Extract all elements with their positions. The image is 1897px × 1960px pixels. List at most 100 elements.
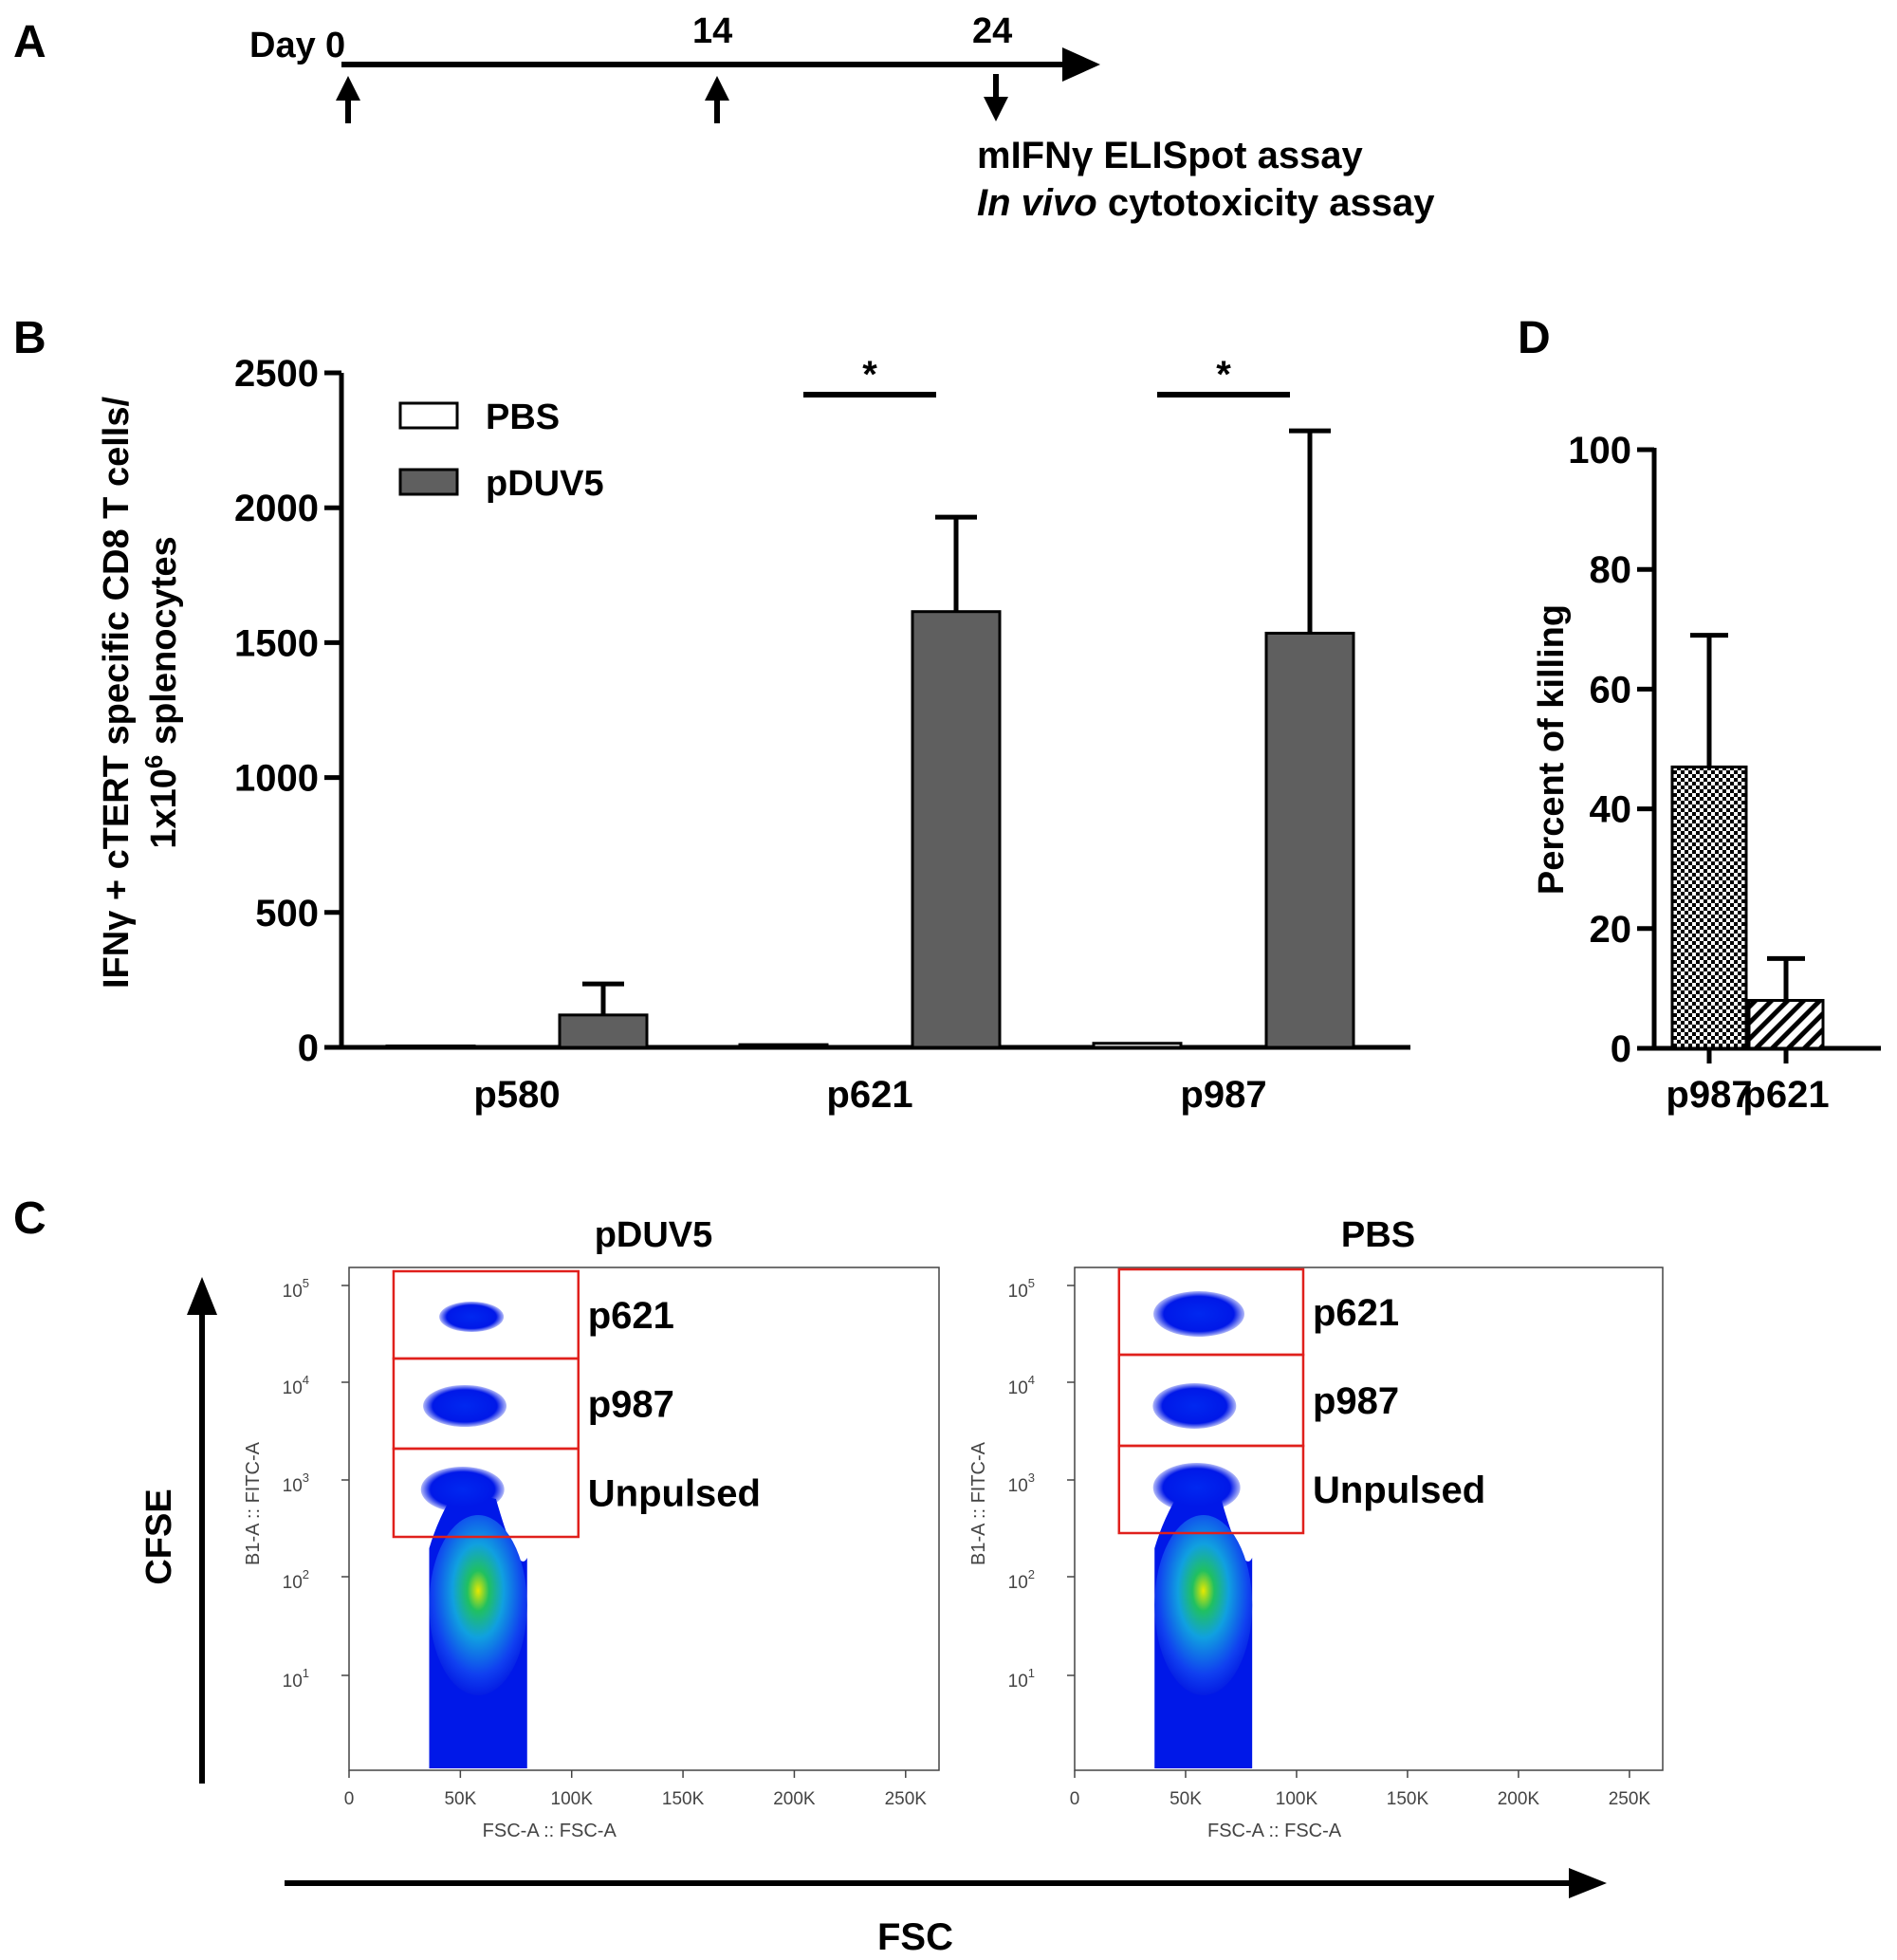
flow-event-cloud [1152,1291,1253,1768]
flow-ytick-base: 10 [1008,1282,1028,1302]
cfse-label: CFSE [139,1488,179,1584]
panel-label-c: C [13,1193,46,1244]
flow-xtick-label: 0 [1070,1789,1080,1809]
chart-d-ytick-label: 100 [1568,430,1631,472]
chart-b-ylabel: IFNγ + cTERT specific CD8 T cells/ 1x106… [97,397,184,989]
flow-ytick-base: 10 [283,1573,303,1593]
fsc-arrow [285,1868,1607,1898]
flow-plot-pduv5: pDUV5 p621 p987 Unpulsed 0 50K 100K 150K 200K 250… [243,1215,940,1841]
gate-label-p987: p987 [1313,1380,1399,1422]
flow-plot-pbs: PBS p621 p987 Unpulsed 0 50K 100K 150K 200K 250K F… [968,1215,1664,1841]
flow-ytick-exp: 5 [1028,1276,1035,1290]
flow-ytick-exp: 1 [1028,1666,1035,1680]
chart-b-ytick-label: 2500 [234,353,319,395]
flow-ytick-exp: 1 [303,1666,309,1680]
flow-ytick-base: 10 [283,1282,303,1302]
flow-xtick-label: 250K [1609,1789,1651,1809]
flow-xtick-label: 200K [1498,1789,1540,1809]
flow-ytick-label: 105 [283,1276,309,1302]
flow-ytick-label: 103 [1008,1470,1035,1496]
immunization-arrow-day-14 [705,76,729,123]
bar-pbs-p580 [385,1045,476,1049]
flow-xtick-label: 250K [885,1789,928,1809]
gate-label-unpulsed: Unpulsed [1313,1470,1485,1511]
flow-ytick-exp: 3 [1028,1470,1035,1485]
chart-b-ytick-label: 2000 [234,488,319,529]
flow-xtick-label: 50K [444,1789,476,1809]
assay-arrow-day-24 [984,74,1008,121]
chart-b-ytick-label: 1000 [234,758,319,800]
immunization-arrow-day-0 [336,76,360,123]
flow-ytick-label: 105 [1008,1276,1035,1302]
flow-ytick-base: 10 [283,1476,303,1496]
cfse-arrow [187,1277,217,1784]
flow-xtick-label: 100K [551,1789,594,1809]
chart-d-ytick-label: 0 [1611,1028,1631,1070]
panel-label-d: D [1518,313,1551,363]
significance-star-p987: * [1216,354,1231,396]
assay-elispot-label: mIFNγ ELISpot assay [977,135,1364,176]
chart-d-ylabel: Percent of killing [1532,604,1572,895]
chart-d-ytick-label: 60 [1590,669,1632,711]
bar-killing-p987 [1670,765,1748,1050]
chart-b-ylabel-line1: IFNγ + cTERT specific CD8 T cells/ [97,397,137,989]
gate-label-p621: p621 [1313,1292,1399,1334]
flow-x-axis-name: FSC-A :: FSC-A [1207,1821,1342,1841]
timeline-day-24: 24 [972,11,1012,51]
flow-xtick-label: 50K [1170,1789,1202,1809]
flow-ytick-exp: 3 [303,1470,309,1485]
bar-pbs-p621 [738,1043,829,1049]
chart-b-ylabel-line2: 1x106 splenocytes [139,536,184,848]
chart-d-xcat-p621: p621 [1742,1074,1829,1116]
panel-label-a: A [13,17,46,67]
flow-ytick-base: 10 [1008,1672,1028,1692]
flow-plot-title: pDUV5 [595,1215,713,1255]
timeline: Day 0 14 24 mIFNγ ELISpot assay In vivo … [249,11,1435,224]
gate-label-unpulsed: Unpulsed [588,1473,761,1515]
flow-ytick-exp: 4 [1028,1373,1035,1387]
flow-population-cluster [1152,1463,1241,1512]
flow-event-cloud [420,1302,527,1768]
gate-label-p621: p621 [588,1295,674,1337]
flow-ytick-label: 104 [283,1373,309,1398]
flow-ytick-base: 10 [1008,1378,1028,1398]
significance-star-p621: * [862,354,877,396]
flow-ytick-label: 101 [1008,1666,1035,1692]
chart-d-ytick-label: 80 [1590,549,1632,591]
assay-cytotoxicity-label: In vivo cytotoxicity assay [977,182,1435,224]
gate-label-p987: p987 [588,1384,674,1426]
flow-y-axis-name: B1-A :: FITC-A [968,1441,989,1565]
flow-population-cluster [439,1302,505,1332]
chart-d-ytick-label: 40 [1590,789,1632,831]
chart-b-ytick-label: 1500 [234,622,319,664]
flow-ytick-exp: 4 [303,1373,309,1387]
flow-xtick-label: 100K [1276,1789,1318,1809]
timeline-day-14: 14 [692,11,732,51]
flow-dense-population [429,1515,527,1695]
gate-unpulsed [1117,1444,1305,1535]
gate-unpulsed [392,1447,580,1539]
chart-b-ytick-label: 0 [298,1027,319,1069]
flow-ytick-label: 102 [283,1567,309,1593]
flow-population-cluster [423,1385,507,1427]
flow-ytick-label: 104 [1008,1373,1035,1398]
panel-label-b: B [13,313,46,363]
assay-in-vivo: In vivo [977,182,1097,224]
flow-plot-title: PBS [1341,1215,1415,1255]
flow-xtick-label: 150K [1387,1789,1429,1809]
flow-xtick-label: 0 [344,1789,355,1809]
bar-pduv5-p621 [911,610,1002,1049]
legend-label-pduv5: pDUV5 [486,464,604,504]
chart-b-xcat-p580: p580 [473,1074,560,1116]
bar-pduv5-p987 [1264,631,1355,1049]
flow-ytick-base: 10 [1008,1573,1028,1593]
flow-xtick-label: 200K [773,1789,816,1809]
flow-x-axis-name: FSC-A :: FSC-A [483,1821,617,1841]
assay-cytotoxicity-rest: cytotoxicity assay [1097,182,1435,224]
chart-b-xcat-p621: p621 [826,1074,912,1116]
flow-dense-population [1154,1515,1253,1695]
chart-b-ytick-label: 500 [255,893,319,934]
legend-swatch-pbs [398,401,459,430]
bar-killing-p621 [1747,999,1825,1050]
chart-b-legend: PBS pDUV5 [398,398,604,504]
